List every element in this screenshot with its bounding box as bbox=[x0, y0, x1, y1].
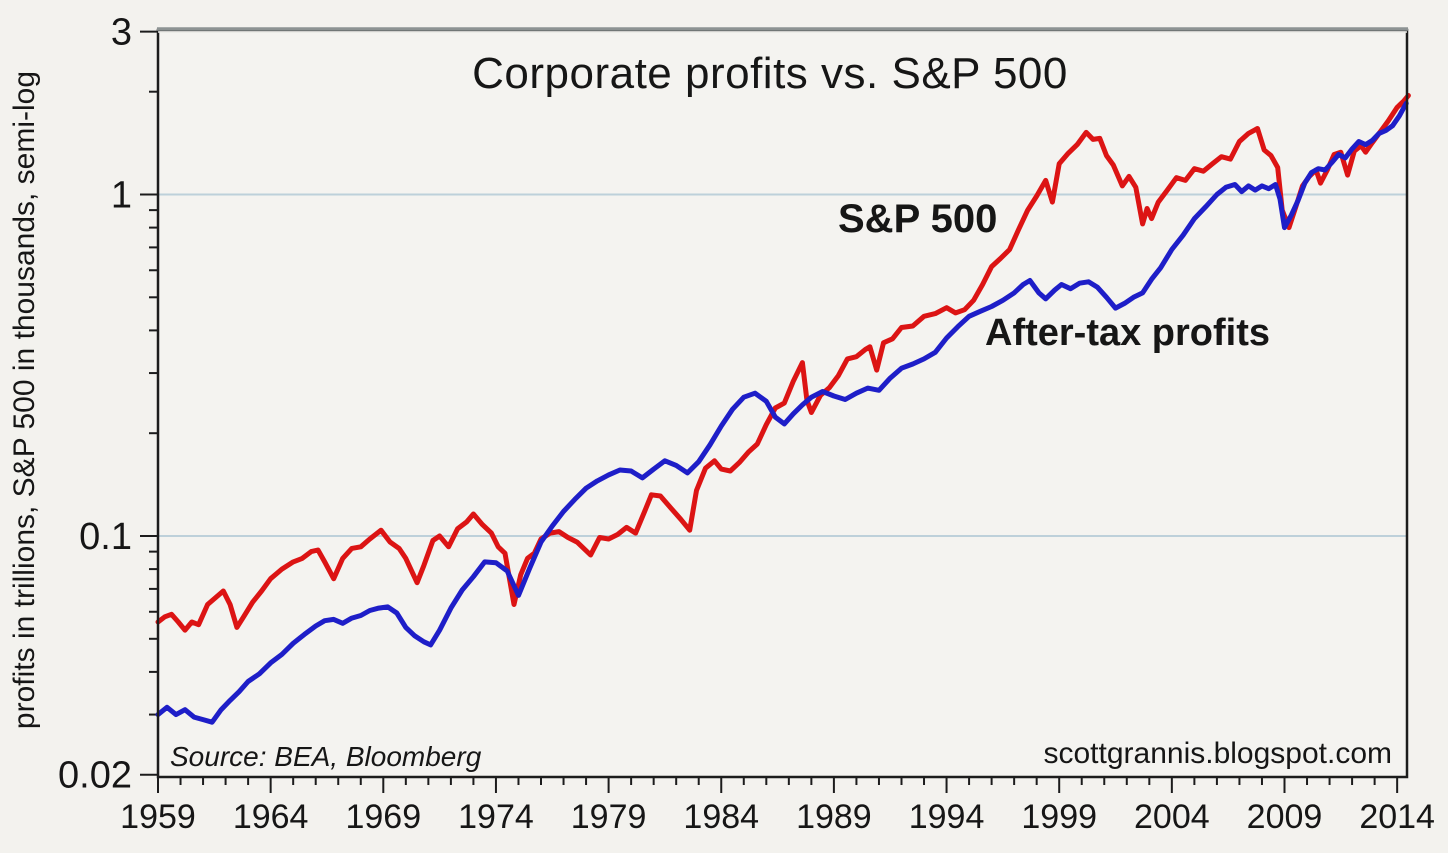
y-tick-label: 3 bbox=[111, 12, 132, 54]
y-tick-label: 0.1 bbox=[79, 516, 132, 558]
x-tick-label: 1984 bbox=[683, 798, 759, 836]
x-tick-label: 1959 bbox=[120, 798, 196, 836]
source-note: Source: BEA, Bloomberg bbox=[170, 741, 482, 772]
data-series-lines bbox=[155, 93, 1411, 725]
gridlines bbox=[158, 193, 1407, 537]
x-tick-label: 1979 bbox=[571, 798, 647, 836]
chart-title: Corporate profits vs. S&P 500 bbox=[472, 49, 1068, 98]
y-tick-label: 1 bbox=[111, 175, 132, 217]
after-tax-profits-line bbox=[155, 100, 1409, 725]
sp500-line bbox=[155, 93, 1411, 633]
series-label-sp500: S&P 500 bbox=[838, 197, 997, 241]
x-tick-label: 1969 bbox=[345, 798, 421, 836]
y-axis-label: profits in trillions, S&P 500 in thousan… bbox=[8, 71, 41, 729]
axis-ticks bbox=[140, 30, 1399, 793]
x-tick-label: 2014 bbox=[1359, 798, 1435, 836]
x-tick-label: 1999 bbox=[1021, 798, 1097, 836]
x-tick-label: 1989 bbox=[796, 798, 872, 836]
axis-tick-labels: 1959 1964 1969 1974 1979 1984 1989 1994 1999 2004… bbox=[58, 12, 1435, 836]
site-url: scottgrannis.blogspot.com bbox=[1043, 737, 1392, 770]
y-tick-label: 0.02 bbox=[58, 755, 132, 797]
x-tick-label: 2009 bbox=[1247, 798, 1323, 836]
x-tick-label: 1964 bbox=[233, 798, 309, 836]
x-tick-label: 1994 bbox=[909, 798, 985, 836]
x-tick-label: 1974 bbox=[458, 798, 534, 836]
x-tick-label: 2004 bbox=[1134, 798, 1210, 836]
series-label-after-tax-profits: After-tax profits bbox=[985, 312, 1270, 354]
